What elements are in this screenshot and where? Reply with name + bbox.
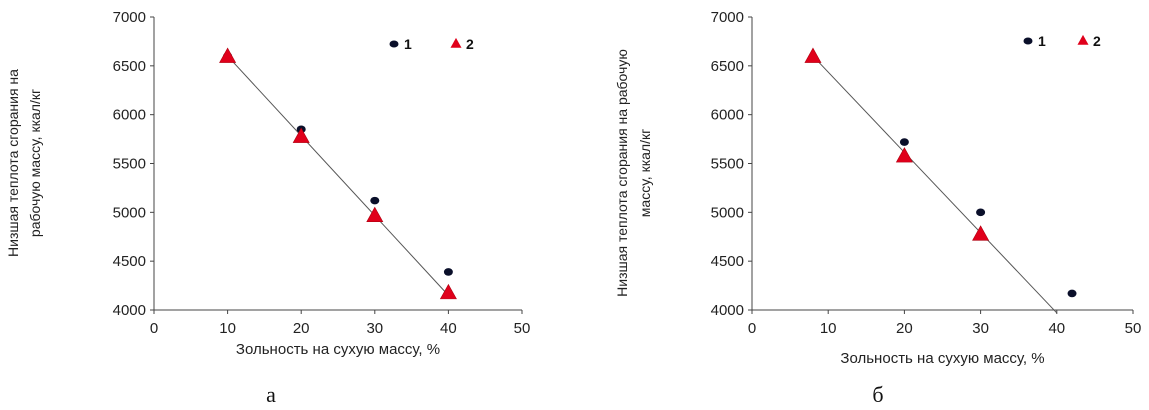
- y-axis-label-line: массу, ккал/кг: [637, 129, 653, 217]
- panel-caption: а: [266, 382, 276, 407]
- x-tick-label: 20: [896, 320, 913, 337]
- legend-marker-series-1: [1023, 37, 1033, 45]
- series-2-point: [219, 47, 237, 63]
- y-tick-label: 4500: [113, 253, 146, 270]
- series-2-point: [972, 225, 990, 241]
- series-1-point: [899, 138, 909, 146]
- x-tick-label: 30: [972, 320, 989, 337]
- y-tick-label: 6500: [113, 58, 146, 75]
- x-tick-label: 0: [150, 320, 158, 337]
- series-2-point: [366, 206, 384, 223]
- legend-label-series-2: 2: [466, 36, 474, 52]
- y-tick-label: 5000: [113, 204, 146, 221]
- y-tick-label: 7000: [711, 9, 744, 26]
- series-2-point: [804, 47, 822, 63]
- legend-marker-series-1: [389, 40, 399, 48]
- x-axis-label: Зольность на сухую массу, %: [236, 341, 440, 358]
- y-tick-label: 5500: [113, 156, 146, 173]
- y-tick-label: 4000: [113, 302, 146, 319]
- y-tick-label: 6500: [711, 58, 744, 75]
- chart-panel-1: 4000 4500 5000 5500 6000 6500 7000 0 10 20 30 40 50 З…: [5, 9, 530, 407]
- y-tick-label: 4500: [711, 253, 744, 270]
- y-tick-label: 6000: [711, 107, 744, 124]
- x-tick-label: 10: [219, 320, 236, 337]
- x-tick-label: 50: [514, 320, 531, 337]
- series-1-point: [976, 208, 986, 217]
- series-2-point: [895, 147, 913, 163]
- y-tick-label: 6000: [113, 107, 146, 124]
- legend-marker-series-2: [1077, 34, 1089, 45]
- x-axis-label: Зольность на сухую массу, %: [840, 350, 1044, 367]
- trendline: [812, 55, 1058, 314]
- legend-label-series-2: 2: [1093, 33, 1101, 49]
- y-axis-label-line: Низшая теплота сгорания на рабочую: [614, 49, 630, 297]
- y-axis-label-line: Низшая теплота сгорания на: [5, 69, 21, 257]
- x-tick-label: 10: [820, 320, 837, 337]
- panel-caption: б: [872, 382, 883, 407]
- x-tick-label: 20: [293, 320, 310, 337]
- legend-label-series-1: 1: [1038, 33, 1046, 49]
- legend-label-series-1: 1: [404, 36, 412, 52]
- y-axis-label-line: рабочую массу, ккал/кг: [27, 89, 43, 237]
- series-2-point: [292, 127, 310, 143]
- x-tick-label: 30: [366, 320, 383, 337]
- chart-panel-2: 4000 4500 5000 5500 6000 6500 7000 0 10 20 30 40 50 З…: [614, 9, 1141, 407]
- series-2-point: [439, 283, 457, 300]
- y-tick-label: 5000: [711, 204, 744, 221]
- y-tick-label: 5500: [711, 156, 744, 173]
- y-tick-label: 4000: [711, 302, 744, 319]
- legend-marker-series-2: [450, 37, 462, 48]
- series-1-point: [1067, 289, 1077, 298]
- x-tick-label: 50: [1125, 320, 1142, 337]
- x-tick-label: 0: [748, 320, 756, 337]
- x-tick-label: 40: [1048, 320, 1065, 337]
- series-1-point: [443, 268, 453, 276]
- x-tick-label: 40: [440, 320, 457, 337]
- series-1-point: [370, 196, 380, 205]
- y-tick-label: 7000: [113, 9, 146, 26]
- trendline: [227, 55, 449, 296]
